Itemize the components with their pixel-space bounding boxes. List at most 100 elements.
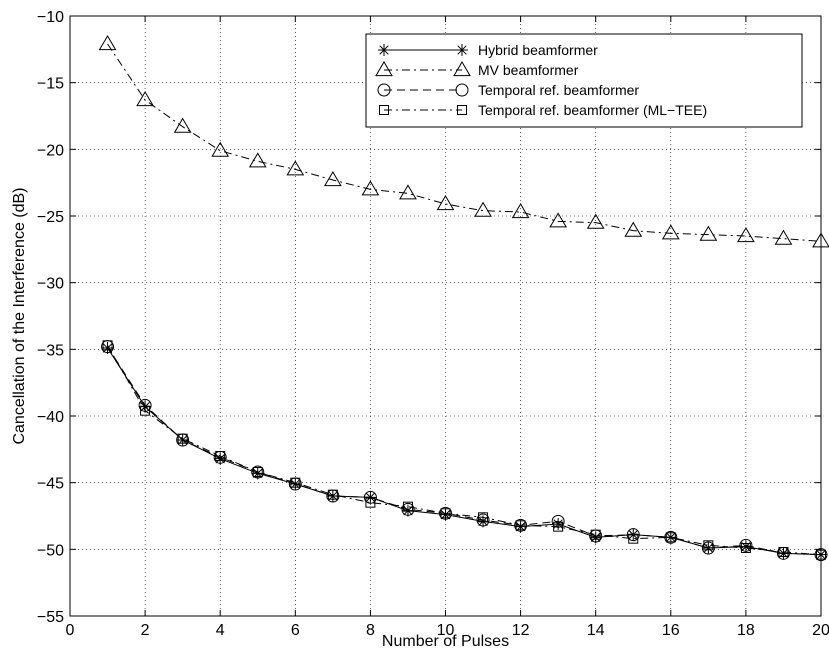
x-tick-label: 20 [812,622,829,639]
data-point-triangle [211,141,230,157]
data-point-asterisk [101,342,114,354]
legend-marker-triangle [375,61,393,77]
data-point-asterisk [214,452,227,465]
legend-label: Hybrid beamformer [478,42,598,58]
x-tick-label: 0 [66,622,75,639]
data-point-triangle [774,229,793,245]
legend-label: Temporal ref. beamformer (ML−TEE) [478,102,707,118]
data-point-triangle [399,184,417,200]
y-tick-label: −40 [37,409,64,426]
x-tick-label: 8 [366,622,375,639]
y-tick-label: −50 [37,542,64,559]
data-point-circle [514,518,528,532]
legend-marker-square [457,105,467,115]
data-point-triangle [474,201,492,217]
x-axis-label: Number of Pulses [382,633,509,650]
legend-label: MV beamformer [478,62,579,78]
legend-item: Temporal ref. beamformer (ML−TEE) [379,102,707,118]
x-tick-label: 16 [662,622,680,639]
data-point-square [327,489,338,500]
legend-marker-triangle [453,61,471,77]
data-point-square [177,433,188,444]
data-point-triangle [699,225,718,241]
x-tick-label: 10 [437,622,455,639]
data-point-square [215,451,226,461]
data-point-triangle [661,224,680,240]
data-point-triangle [248,152,267,168]
data-point-square [553,521,564,532]
y-tick-label: −15 [37,76,64,93]
data-point-circle [401,502,415,516]
data-point-circle [138,398,152,412]
legend: Hybrid beamformer MV beamformer Temporal r… [365,33,803,128]
data-point-asterisk [552,518,565,530]
data-point-square [740,543,751,553]
data-point-asterisk [139,400,152,413]
data-point-square [628,533,639,544]
y-tick-label: −55 [37,609,64,626]
data-point-circle [701,541,715,555]
data-point-circle [551,514,565,528]
y-tick-label: −30 [37,276,64,293]
data-point-square [290,477,301,488]
y-tick-label: −20 [37,142,64,159]
data-point-circle [476,513,490,527]
data-point-triangle [436,195,455,211]
data-point-square [478,512,489,523]
data-point-square [703,540,714,551]
data-point-asterisk [589,531,602,544]
y-tick-label: −25 [37,209,64,226]
data-point-square [402,501,413,512]
data-point-triangle [549,212,568,228]
data-point-triangle [511,203,530,219]
y-axis-label: Cancellation of the Interference (dB) [11,187,28,444]
x-tick-label: 18 [737,622,755,639]
data-point-circle [626,528,640,542]
data-point-asterisk [777,547,790,560]
legend-item: Temporal ref. beamformer [377,82,639,98]
y-tick-label: −45 [37,476,64,493]
data-point-triangle [173,117,192,133]
data-point-square [665,532,676,543]
data-point-triangle [737,227,755,243]
x-tick-label: 4 [216,622,225,639]
data-point-square [102,340,113,351]
data-point-circle [739,538,753,552]
data-point-triangle [98,35,117,51]
legend-item: MV beamformer [375,61,579,78]
data-point-circle [251,465,265,479]
x-tick-label: 12 [512,622,530,639]
data-point-triangle [624,221,643,237]
data-point-circle [363,490,377,504]
y-tick-label: −10 [37,9,64,26]
legend-marker-circle [377,83,391,97]
data-point-square [140,405,151,416]
legend-marker-asterisk [378,44,390,56]
data-point-asterisk [514,520,527,533]
data-point-asterisk [326,490,339,502]
data-point-triangle [323,171,342,187]
data-point-triangle [286,160,305,176]
axis-ticks: 0 2 4 6 8 10 12 14 16 18 20 −10 −15 −20 −25 −30 −35 −40 −4… [37,9,829,639]
data-point-square [778,547,789,557]
legend-item: Hybrid beamformer [378,42,598,58]
legend-label: Temporal ref. beamformer [478,82,639,98]
data-point-square [515,520,526,531]
legend-marker-asterisk [456,44,468,56]
series-square [102,340,826,560]
series-line [107,346,822,556]
data-point-asterisk [477,515,490,528]
data-point-triangle [361,180,380,196]
legend-marker-square [379,105,389,115]
data-point-square [365,497,376,508]
x-tick-label: 2 [141,622,150,639]
data-point-square [252,467,263,477]
data-point-asterisk [251,467,264,480]
x-tick-label: 6 [291,622,300,639]
y-tick-label: −35 [37,342,64,359]
data-point-triangle [136,91,154,107]
data-point-asterisk [439,508,452,521]
legend-marker-circle [455,83,469,97]
data-point-triangle [586,213,605,229]
